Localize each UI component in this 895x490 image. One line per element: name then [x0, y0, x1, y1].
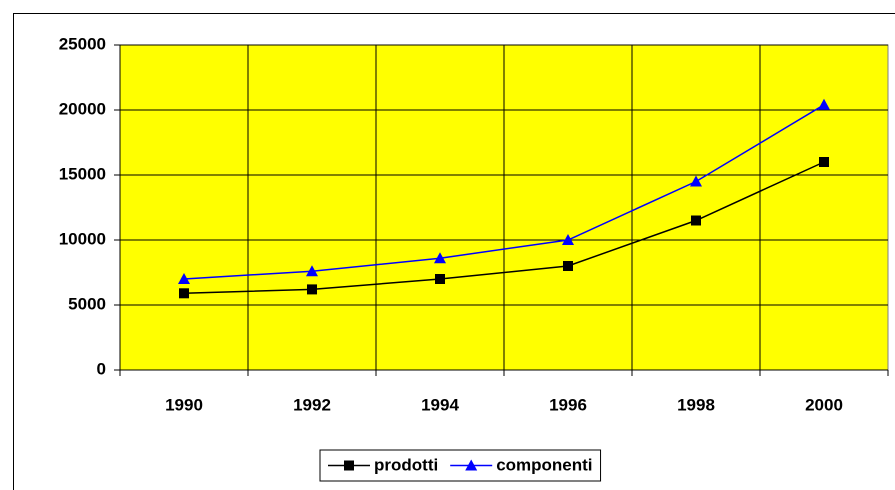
x-tick-label: 1992 [293, 395, 331, 414]
y-tick-label: 5000 [68, 294, 106, 313]
x-tick-label: 1998 [677, 395, 715, 414]
x-tick-label: 2000 [805, 395, 843, 414]
legend-marker [465, 459, 478, 471]
point [563, 261, 573, 271]
point [179, 288, 189, 299]
x-tick-label: 1994 [421, 395, 459, 414]
legend-label: prodotti [374, 455, 438, 474]
point [178, 273, 190, 284]
legend: prodotti componenti [319, 449, 602, 482]
point [306, 265, 318, 277]
series-line [183, 104, 825, 280]
x-tick-label: 1996 [549, 395, 587, 414]
y-tick-label: 25000 [59, 34, 106, 53]
legend-marker [344, 460, 354, 471]
point [819, 157, 829, 167]
y-tick-label: 10000 [59, 229, 106, 248]
series-line [183, 161, 825, 295]
point [691, 215, 701, 226]
point [690, 175, 702, 187]
point [435, 274, 445, 284]
legend-label: componenti [496, 455, 592, 474]
x-tick-label: 1990 [165, 395, 203, 414]
point [818, 98, 830, 110]
point [434, 252, 446, 264]
y-tick-label: 20000 [59, 99, 106, 118]
point [562, 234, 574, 245]
point [307, 284, 317, 295]
y-tick-label: 0 [97, 359, 106, 378]
y-tick-label: 15000 [59, 164, 106, 183]
